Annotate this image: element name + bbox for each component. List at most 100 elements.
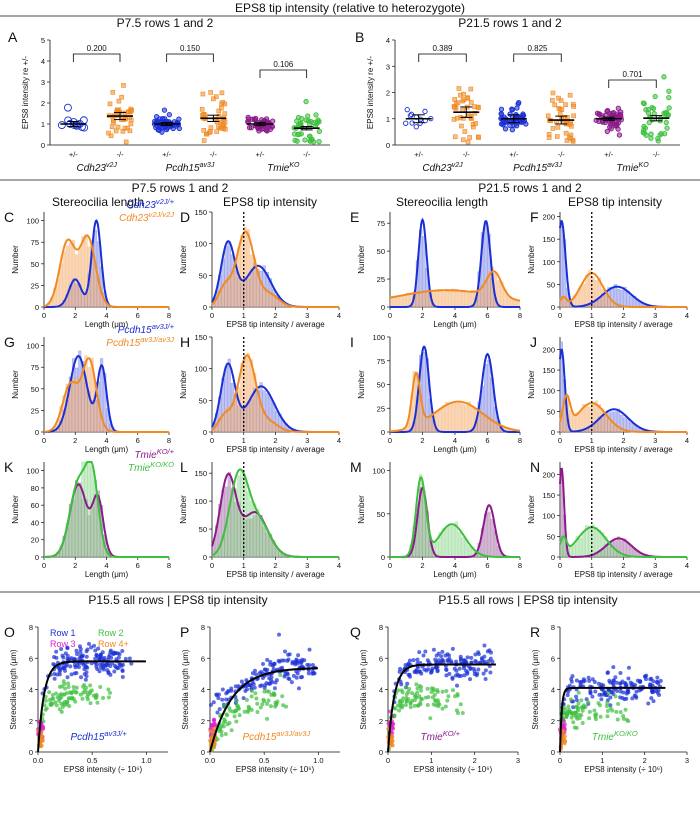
data-point — [466, 655, 470, 659]
data-point — [296, 653, 300, 657]
p-value: 0.825 — [527, 44, 548, 53]
data-point — [611, 665, 615, 669]
histogram-bar — [468, 293, 471, 307]
data-point — [489, 651, 493, 655]
panel-letter: J — [530, 334, 537, 350]
y-tick-label: 75 — [31, 238, 39, 247]
histogram-bar — [582, 284, 585, 307]
data-point — [243, 710, 247, 714]
x-tick-label: 2 — [73, 561, 77, 570]
data-point — [111, 90, 115, 94]
y-tick-label: 0 — [551, 748, 555, 757]
data-point — [129, 122, 133, 126]
data-point — [72, 689, 76, 693]
y-tick-label: 25 — [31, 281, 39, 290]
data-point — [627, 666, 631, 670]
data-point — [270, 675, 274, 679]
data-point — [297, 686, 301, 690]
histogram-bar — [439, 290, 442, 307]
data-point — [569, 677, 573, 681]
panel-letter: I — [350, 334, 354, 350]
label-gene: Pcdh15 — [71, 732, 105, 743]
legend-entry: Pcdh15av3J/+ — [118, 322, 175, 336]
y-tick-label: 2 — [29, 717, 33, 726]
data-point — [570, 711, 574, 715]
y-tick-label: 6 — [29, 654, 33, 663]
data-point — [226, 689, 230, 693]
data-point — [488, 670, 492, 674]
histogram-bar — [250, 255, 253, 307]
x-axis-label: Length (μm) — [433, 445, 477, 454]
gene-superscript: v2J — [106, 162, 117, 169]
data-point — [655, 676, 659, 680]
x-tick-label: 3 — [305, 311, 309, 320]
data-point — [461, 116, 465, 120]
data-point — [265, 129, 269, 133]
data-point — [209, 703, 213, 707]
data-point — [596, 701, 600, 705]
y-tick-label: 4 — [41, 57, 45, 66]
data-point — [566, 693, 570, 697]
genotype-label: Pcdh15av3J/av3J — [243, 729, 311, 743]
x-axis-label: Length (μm) — [433, 570, 477, 579]
data-point — [295, 676, 299, 680]
data-point — [56, 695, 60, 699]
histogram-bar — [231, 404, 234, 432]
section-title-p7: P7.5 rows 1 and 2 — [132, 181, 229, 195]
histogram-bar — [514, 300, 517, 307]
x-tick-label: 0 — [558, 756, 562, 765]
data-point — [610, 111, 614, 115]
x-tick-label: 2 — [273, 561, 277, 570]
data-point — [247, 705, 251, 709]
y-axis-label: Number — [527, 245, 536, 274]
data-point — [220, 733, 224, 737]
data-point — [398, 700, 402, 704]
y-tick-label: 100 — [194, 497, 207, 506]
x-tick-label: 1.0 — [141, 756, 151, 765]
data-point — [572, 114, 576, 118]
row-legend-entry: Row 4+ — [98, 639, 129, 649]
data-point — [414, 125, 418, 129]
data-point — [638, 679, 642, 683]
data-point — [101, 696, 105, 700]
data-point — [667, 89, 671, 93]
data-point — [662, 75, 666, 79]
x-axis-label: EPS8 tip intensity / average — [226, 320, 325, 329]
histogram-bar — [416, 292, 419, 307]
x-axis-label: EPS8 intensity (÷ 10⁶) — [584, 765, 663, 774]
data-point — [217, 692, 221, 696]
data-point — [253, 669, 257, 673]
data-point — [452, 117, 456, 121]
x-tick-label: 0.5 — [259, 756, 269, 765]
data-point — [317, 129, 321, 133]
histogram-bar — [82, 462, 85, 557]
x-tick-label: 2 — [273, 436, 277, 445]
data-point — [79, 675, 83, 679]
data-point — [597, 682, 601, 686]
y-axis-label: Number — [527, 495, 536, 524]
data-point — [434, 660, 438, 664]
data-point — [121, 675, 125, 679]
data-point — [109, 656, 113, 660]
data-point — [595, 111, 599, 115]
data-point — [399, 682, 403, 686]
y-axis-label: Number — [11, 370, 20, 399]
legend-gene: Pcdh15 — [106, 338, 140, 349]
data-point — [449, 659, 453, 663]
label-gene: Tmie — [421, 732, 444, 743]
histogram-bar — [449, 404, 452, 432]
data-point — [67, 704, 71, 708]
data-point — [398, 667, 402, 671]
data-point — [579, 713, 583, 717]
data-point — [223, 112, 227, 116]
data-point — [432, 648, 436, 652]
y-tick-label: 8 — [201, 623, 205, 632]
data-point — [646, 701, 650, 705]
data-point — [410, 691, 414, 695]
data-point — [580, 706, 584, 710]
histogram-bar — [449, 290, 452, 307]
data-point — [107, 695, 111, 699]
